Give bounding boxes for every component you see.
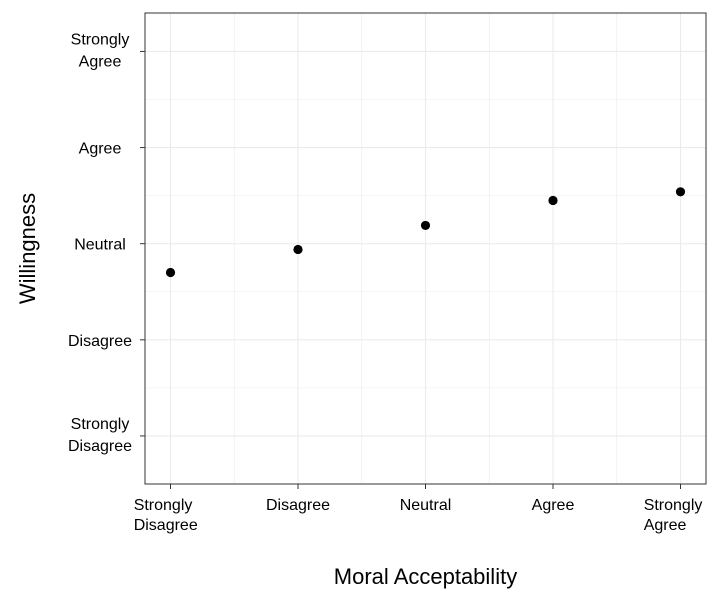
data-point: [548, 195, 558, 206]
y-axis-title: Willingness: [15, 193, 40, 304]
x-tick-label: Strongly Agree: [644, 497, 703, 534]
y-tick-label: Neutral: [74, 237, 126, 254]
data-point: [293, 244, 303, 255]
axis-ticks: [140, 50, 681, 489]
data-point: [675, 187, 686, 197]
tick-labels: Strongly Disagree Disagree Neutral Agree Stro…: [68, 31, 702, 534]
y-tick-label: Agree: [79, 141, 122, 158]
x-axis-title: Moral Acceptability: [334, 564, 517, 589]
data-points: [165, 187, 686, 278]
data-point: [165, 267, 176, 278]
y-tick-label: Disagree: [68, 333, 132, 350]
x-tick-label: Agree: [532, 497, 575, 514]
data-point: [420, 220, 431, 231]
x-tick-label: Disagree: [266, 497, 330, 514]
y-tick-label: Strongly Agree: [71, 31, 130, 70]
x-tick-label: Strongly Disagree: [134, 497, 198, 534]
y-tick-label: Strongly Disagree: [68, 416, 132, 455]
grid-lines: [145, 13, 706, 485]
x-tick-label: Neutral: [400, 497, 452, 514]
